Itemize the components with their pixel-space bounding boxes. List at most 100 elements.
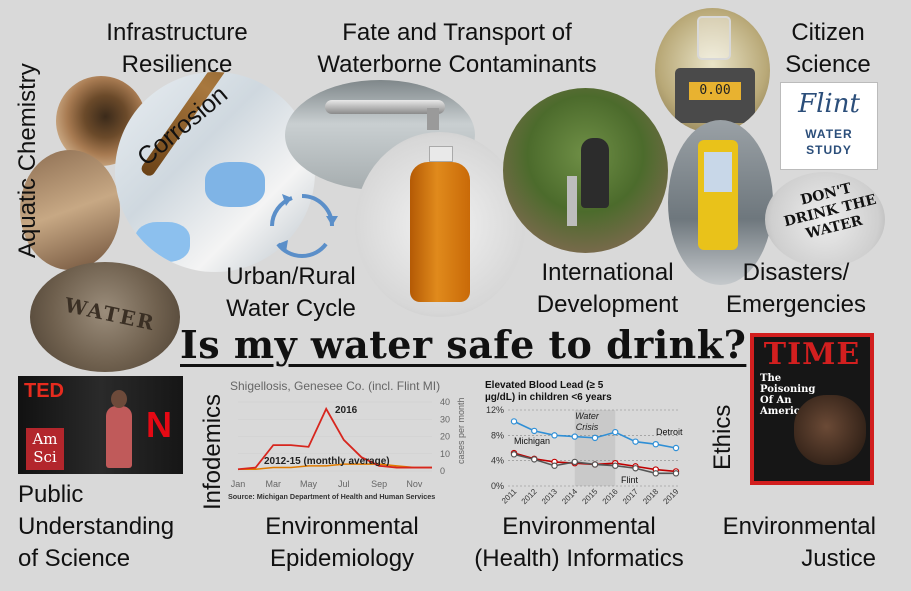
urban-rural-line-2: Water Cycle xyxy=(226,295,356,322)
blood-lead-x-tick: 2019 xyxy=(661,487,680,506)
child-face xyxy=(794,395,866,465)
series-detroit-point xyxy=(672,444,680,452)
time-headline-1: The xyxy=(760,373,782,384)
series-flint-point xyxy=(551,462,558,469)
disasters-line-1: Disasters/ xyxy=(742,259,850,286)
flint-logo-water: WATER xyxy=(805,127,853,141)
intl-dev-line-1: International xyxy=(541,259,674,286)
citizen-science-line-2: Science xyxy=(785,51,871,78)
fate-transport-line-2: Waterborne Contaminants xyxy=(317,51,597,78)
series-flint-point xyxy=(510,451,518,458)
series-flint-point xyxy=(612,462,619,469)
water-crisis-label-2: Crisis xyxy=(576,422,599,432)
international-development-label: International Development xyxy=(520,258,695,319)
series-flint-point xyxy=(672,470,680,477)
shigellosis-title: Shigellosis, Genesee Co. (incl. Flint MI… xyxy=(230,379,440,393)
blood-lead-series xyxy=(510,418,680,477)
blood-lead-y-ticks: 0% 4% 8% 12% xyxy=(486,405,504,491)
blood-lead-y-tick: 8% xyxy=(491,430,504,440)
series-2016-line xyxy=(237,406,432,471)
water-crisis-label-1: Water xyxy=(575,411,600,421)
meter-display: 0.00 xyxy=(689,82,741,100)
series-flint-point xyxy=(652,470,659,477)
env-justice-line-1: Environmental xyxy=(722,513,876,540)
public-understanding-line-1: Public xyxy=(18,481,84,508)
series-avg-label: 2012-15 (monthly average) xyxy=(264,456,390,467)
flint-logo-study: STUDY xyxy=(806,143,852,157)
brown-water-bottle-photo xyxy=(355,132,525,317)
dont-drink-sign-photo: DON'T DRINK THE WATER xyxy=(765,172,885,267)
series-detroit-point xyxy=(632,438,639,445)
ted-talk-thumbnail: TED Am Sci N xyxy=(18,376,183,474)
shigellosis-y-tick: 30 xyxy=(440,414,450,424)
public-understanding-label: Public Understanding of Science xyxy=(18,480,174,573)
environmental-justice-label: Environmental Justice xyxy=(700,512,876,573)
shigellosis-y-ticks: 0 10 20 30 40 xyxy=(440,397,450,476)
sign-text-block: DON'T DRINK THE WATER xyxy=(778,175,882,247)
blood-lead-title-line-1: Elevated Blood Lead (≥ 5 xyxy=(485,380,604,391)
shigellosis-x-ticks: Jan Mar May Jul Sep Nov xyxy=(231,479,423,489)
urban-rural-water-cycle-label: Urban/Rural Water Cycle xyxy=(212,262,370,323)
person-figure xyxy=(581,138,609,208)
environmental-informatics-label: Environmental (Health) Informatics xyxy=(456,512,702,573)
shigellosis-x-tick: Sep xyxy=(371,479,387,489)
shigellosis-chart: Shigellosis, Genesee Co. (incl. Flint MI… xyxy=(228,379,466,501)
blood-lead-y-tick: 4% xyxy=(491,456,504,466)
time-magazine-cover: TIME The Poisoning Of An American City xyxy=(750,333,874,485)
ted-logo: TED xyxy=(24,380,64,402)
flint-logo-script: Flint xyxy=(798,89,860,119)
meter-body: 0.00 xyxy=(675,68,755,123)
shigellosis-y-tick: 10 xyxy=(440,449,450,459)
shigellosis-y-tick: 0 xyxy=(440,466,445,476)
detroit-label: Detroit xyxy=(656,427,683,437)
netflix-logo: N xyxy=(146,404,172,445)
env-epi-line-2: Epidemiology xyxy=(269,545,415,572)
blood-lead-x-tick: 2014 xyxy=(560,487,579,506)
water-test-meter-photo: 0.00 xyxy=(655,8,770,133)
lab-glove xyxy=(135,222,190,262)
blood-lead-y-tick: 12% xyxy=(486,405,504,415)
series-detroit-point xyxy=(551,432,558,439)
series-flint-point xyxy=(571,458,578,466)
tester-screen xyxy=(704,152,732,192)
water-manhole-photo: WATER xyxy=(30,262,180,372)
speaker-head xyxy=(111,390,127,408)
series-detroit-point xyxy=(612,428,619,436)
series-detroit-point xyxy=(652,440,659,448)
amsci-line-2: Sci xyxy=(33,448,57,466)
disasters-line-2: Emergencies xyxy=(725,291,867,318)
shigellosis-x-tick: Jan xyxy=(231,479,246,489)
infrastructure-line-1: Infrastructure xyxy=(106,19,248,46)
aquatic-chemistry-label: Aquatic Chemistry xyxy=(14,63,41,258)
pipe-fitting-photo xyxy=(20,150,120,270)
water-crisis-band xyxy=(574,410,616,486)
shigellosis-x-tick: May xyxy=(300,479,318,489)
blood-lead-x-tick: 2018 xyxy=(641,487,660,506)
infrastructure-line-2: Resilience xyxy=(121,51,233,78)
series-detroit-point xyxy=(510,418,518,425)
blood-lead-chart: Elevated Blood Lead (≥ 5 µg/dL) in child… xyxy=(485,380,683,506)
series-flint-point xyxy=(531,456,538,463)
shigellosis-x-tick: Jul xyxy=(338,479,350,489)
bottle-body xyxy=(410,162,470,302)
shigellosis-y-tick: 40 xyxy=(440,397,450,407)
env-info-line-1: Environmental xyxy=(502,513,656,540)
shigellosis-y-tick: 20 xyxy=(440,432,450,442)
pump-post xyxy=(567,176,577,226)
bottle-cap xyxy=(429,146,453,162)
blood-lead-x-tick: 2013 xyxy=(540,487,559,506)
time-headline-2: Poisoning xyxy=(760,384,816,395)
speaker-figure xyxy=(106,406,132,468)
series-flint-point xyxy=(591,461,599,468)
lab-glove xyxy=(205,162,265,207)
citizen-science-line-1: Citizen xyxy=(791,19,865,46)
blood-lead-x-tick: 2017 xyxy=(621,487,640,506)
time-logo: TIME xyxy=(763,337,861,372)
yellow-tester xyxy=(698,140,738,250)
fate-transport-line-1: Fate and Transport of xyxy=(342,19,572,46)
water-cycle-arrows-icon xyxy=(270,194,338,258)
public-understanding-line-3: of Science xyxy=(18,545,131,572)
blood-lead-x-tick: 2012 xyxy=(520,487,539,506)
flint-label: Flint xyxy=(621,475,639,485)
urban-rural-line-1: Urban/Rural xyxy=(226,263,356,290)
